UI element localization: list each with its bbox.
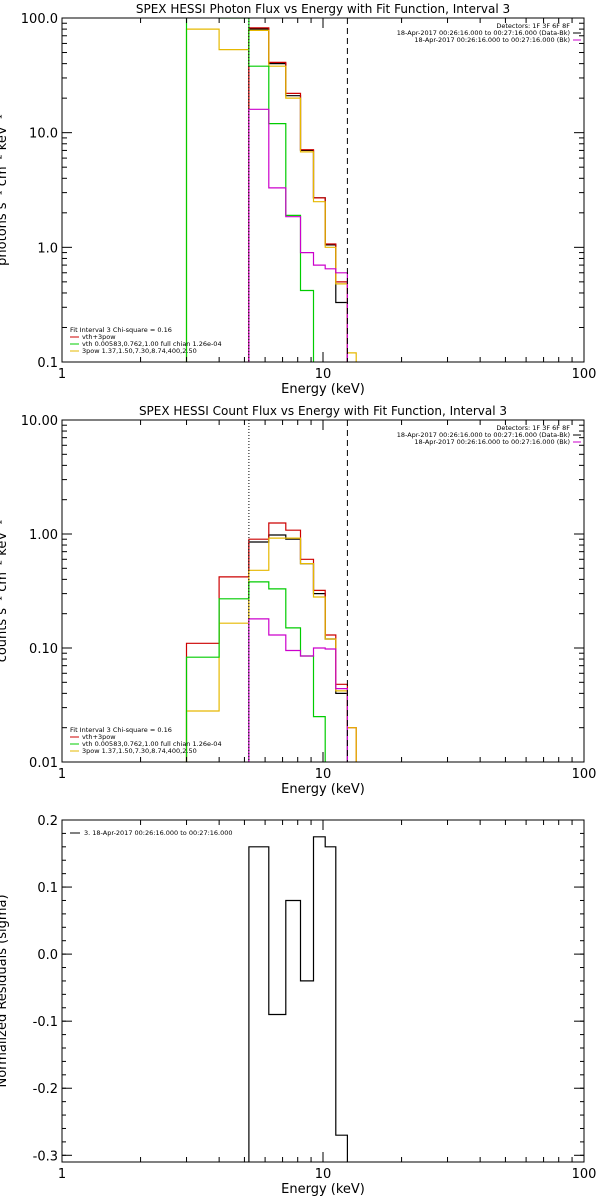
photon-flux-panel: 1 10 100 0.1 1.0 10.0 100.0 SPEX HESSI Photon F…	[0, 2, 597, 397]
residuals-panel: 1 10 100 -0.3 -0.2 -0.1 0.0 0.1 0.2 Energy (keV) N…	[0, 814, 597, 1197]
y-tick-label: 0.1	[37, 356, 58, 371]
x-axis-label: Energy (keV)	[281, 1182, 365, 1197]
y-tick-label: 10.0	[29, 127, 58, 142]
fit-info: Fit Interval 3 Chi-square = 0.16	[70, 326, 172, 334]
axes-frame	[61, 17, 585, 363]
series-line-3	[185, 18, 315, 362]
x-tick-label: 10	[315, 767, 332, 782]
x-tick-label: 10	[315, 367, 332, 382]
series-line-0	[248, 836, 348, 1162]
y-tick-label: -0.1	[33, 1015, 58, 1030]
series-line-3	[185, 581, 326, 762]
plot-area	[248, 836, 348, 1162]
chart-title: SPEX HESSI Count Flux vs Energy with Fit…	[139, 404, 507, 418]
fit-info: vth+3pow	[82, 733, 116, 741]
y-axis-label: photons s⁻¹ cm⁻² keV⁻¹	[0, 114, 10, 266]
x-tick-label: 1	[58, 767, 66, 782]
series-line-2	[185, 28, 357, 362]
x-axis-label: Energy (keV)	[281, 782, 365, 797]
axes-frame	[61, 819, 585, 1163]
x-tick-label: 10	[315, 1167, 332, 1182]
series-line-1	[185, 522, 357, 762]
fit-info: vth+3pow	[82, 333, 116, 341]
y-tick-label: 0.0	[37, 948, 58, 963]
detector-info: Detectors: 1F 3F 6F 8F	[496, 424, 570, 432]
y-tick-label: 1.00	[29, 528, 58, 543]
y-tick-label: -0.2	[33, 1082, 58, 1097]
count-flux-panel: 1 10 100 0.01 0.10 1.00 10.00 SPEX HESSI Count …	[0, 404, 597, 797]
detector-info: 18-Apr-2017 00:26:16.000 to 00:27:16.000…	[397, 29, 570, 37]
x-tick-label: 100	[572, 767, 597, 782]
fit-info: 3pow 1.37,1.50,7.30,8.74,400,2.50	[82, 347, 197, 355]
y-axis-label: Normalized Residuals (sigma)	[0, 894, 10, 1087]
y-tick-label: 0.1	[37, 881, 58, 896]
y-tick-label: 100.0	[21, 12, 58, 27]
y-axis-label: counts s⁻¹ cm⁻² keV⁻¹	[0, 520, 10, 663]
series-line-2	[185, 537, 357, 762]
y-tick-label: 0.01	[29, 756, 58, 771]
fit-info: Fit Interval 3 Chi-square = 0.16	[70, 726, 172, 734]
x-tick-label: 1	[58, 1167, 66, 1182]
y-tick-label: 10.00	[21, 414, 58, 429]
detector-info: 18-Apr-2017 00:26:16.000 to 00:27:16.000…	[414, 438, 570, 446]
plot-area	[185, 18, 357, 362]
plot-area	[185, 522, 357, 762]
legend-label: 3. 18-Apr-2017 00:26:16.000 to 00:27:16.…	[84, 829, 233, 837]
chart-title: SPEX HESSI Photon Flux vs Energy with Fi…	[136, 2, 510, 16]
x-axis-label: Energy (keV)	[281, 382, 365, 397]
fit-info: vth 0.00583,0.762,1.00 full chian 1.26e-…	[82, 740, 222, 748]
detector-info: Detectors: 1F 3F 6F 8F	[496, 22, 570, 30]
detector-info: 18-Apr-2017 00:26:16.000 to 00:27:16.000…	[397, 431, 570, 439]
detector-info: 18-Apr-2017 00:26:16.000 to 00:27:16.000…	[414, 36, 570, 44]
series-line-4	[248, 108, 348, 362]
x-tick-label: 100	[572, 1167, 597, 1182]
x-tick-label: 100	[572, 367, 597, 382]
y-tick-label: 0.10	[29, 642, 58, 657]
fit-info: 3pow 1.37,1.50,7.30,8.74,400,2.50	[82, 747, 197, 755]
y-tick-label: -0.3	[33, 1149, 58, 1164]
series-line-4	[248, 618, 348, 762]
y-tick-label: 0.2	[37, 814, 58, 829]
x-tick-label: 1	[58, 367, 66, 382]
fit-info: vth 0.00583,0.762,1.00 full chian 1.26e-…	[82, 340, 222, 348]
y-tick-label: 1.0	[37, 241, 58, 256]
